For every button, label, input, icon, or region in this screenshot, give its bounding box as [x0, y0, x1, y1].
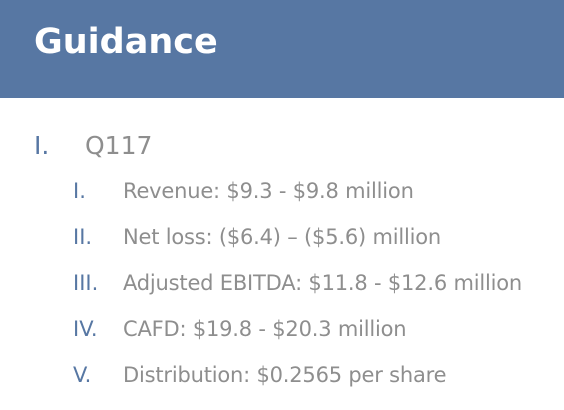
list-item-number: IV. — [73, 317, 98, 341]
list-item-text: Adjusted EBITDA: $11.8 - $12.6 million — [123, 271, 523, 295]
list-item-number: II. — [73, 225, 93, 249]
list-item-number: V. — [73, 363, 92, 387]
list-item: I. Revenue: $9.3 - $9.8 million — [0, 174, 564, 220]
list-item-number: I. — [73, 179, 86, 203]
header-bar: Guidance — [0, 0, 564, 98]
list-item: III. Adjusted EBITDA: $11.8 - $12.6 mill… — [0, 266, 564, 312]
section-label: Q117 — [85, 131, 153, 160]
page-title: Guidance — [34, 22, 218, 62]
list-item: IV. CAFD: $19.8 - $20.3 million — [0, 312, 564, 358]
list-item-text: Revenue: $9.3 - $9.8 million — [123, 179, 414, 203]
list-item-text: Distribution: $0.2565 per share — [123, 363, 447, 387]
list-item: V. Distribution: $0.2565 per share — [0, 358, 564, 404]
guidance-list: I. Revenue: $9.3 - $9.8 million II. Net … — [0, 174, 564, 404]
list-item-number: III. — [73, 271, 99, 295]
list-item-text: CAFD: $19.8 - $20.3 million — [123, 317, 407, 341]
section-number: I. — [34, 131, 50, 160]
outline: I. Q117 I. Revenue: $9.3 - $9.8 million … — [0, 128, 564, 404]
list-item-text: Net loss: ($6.4) – ($5.6) million — [123, 225, 442, 249]
list-item: II. Net loss: ($6.4) – ($5.6) million — [0, 220, 564, 266]
outline-section: I. Q117 — [0, 128, 564, 164]
